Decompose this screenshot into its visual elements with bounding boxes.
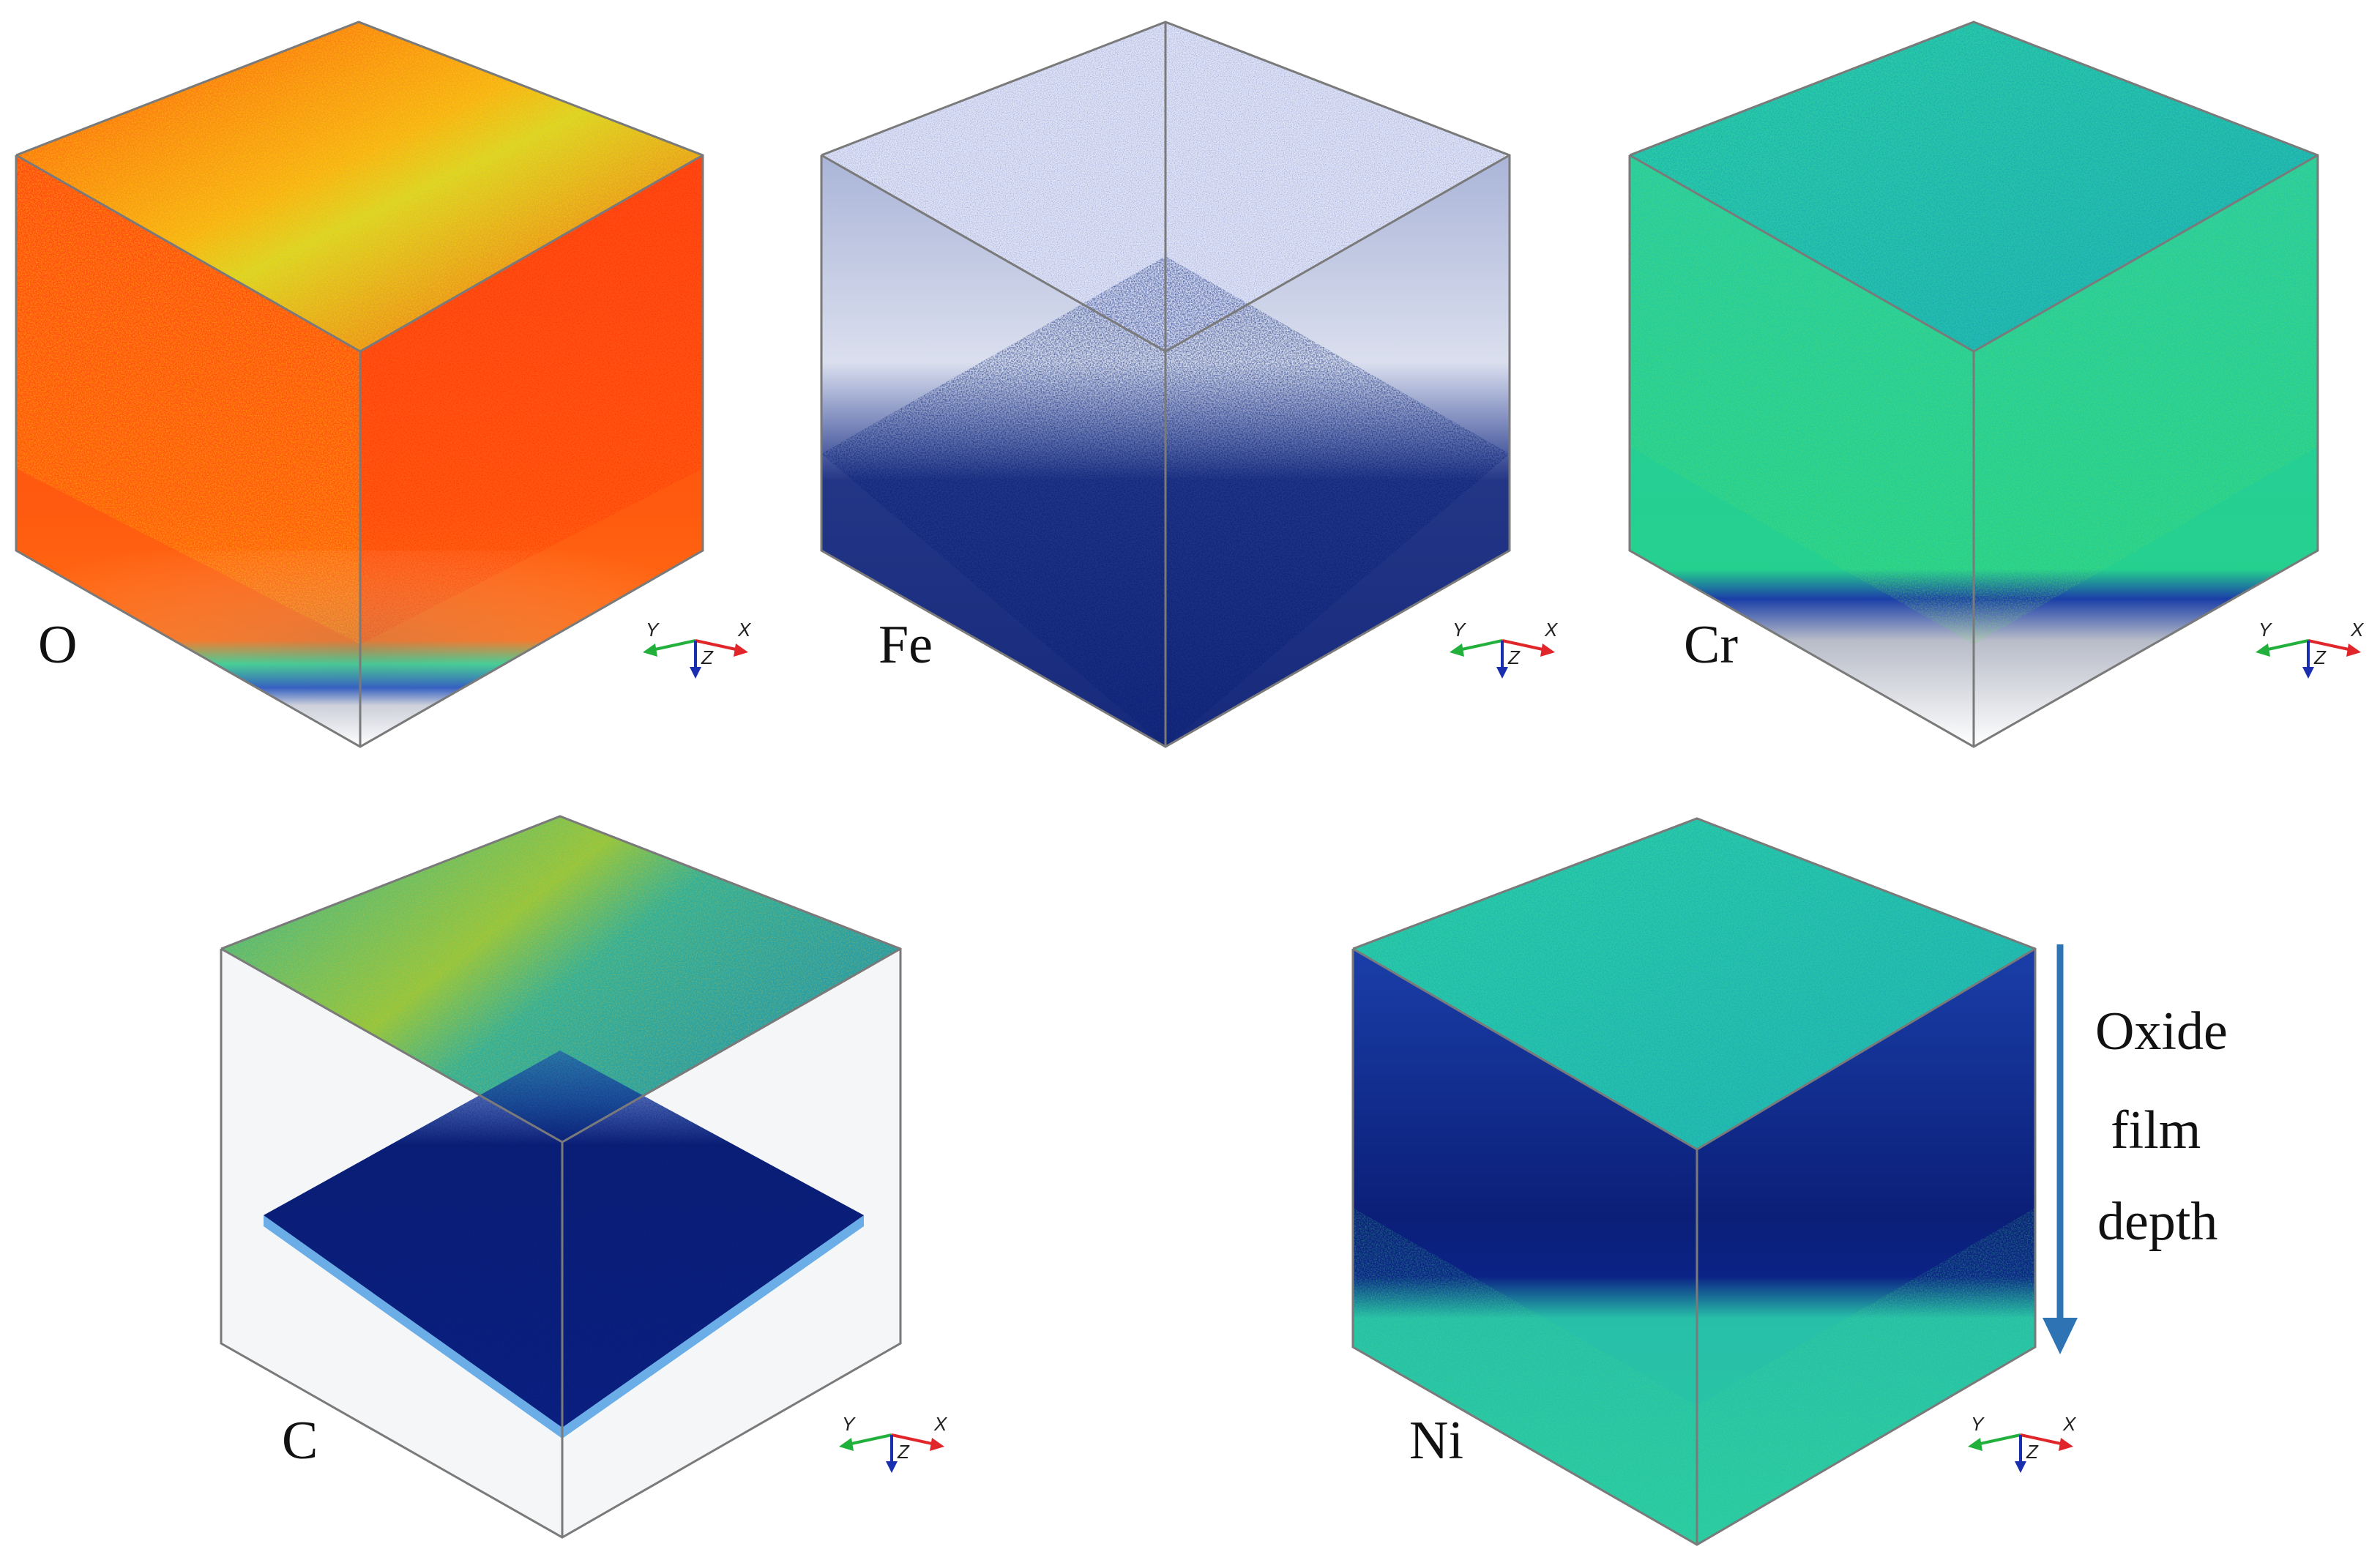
axis-y-line (2267, 639, 2309, 651)
axis-y-arrow (839, 1438, 854, 1451)
depth-arrow-head (2043, 1318, 2078, 1354)
axis-y-line (654, 639, 696, 651)
panel-label-cr: Cr (1684, 615, 1738, 675)
axis-z-arrow (886, 1461, 898, 1473)
axis-x-arrow (2346, 644, 2361, 657)
axis-x-label: X (1544, 619, 1559, 641)
axis-z-arrow (1496, 667, 1508, 679)
panel-c: C (220, 815, 902, 1539)
axis-y-arrow (1968, 1438, 1982, 1451)
axis-y-line (851, 1433, 892, 1445)
axis-z-arrow (2302, 667, 2314, 679)
axis-y-line (1461, 639, 1503, 651)
panel-label-fe: Fe (878, 615, 933, 675)
panel-label-ni: Ni (1409, 1411, 1463, 1471)
axis-x-arrow (734, 644, 748, 657)
axis-z-label: Z (2313, 646, 2327, 668)
axis-y-label: Y (1452, 619, 1466, 641)
axis-z-label: Z (897, 1441, 910, 1463)
axis-triad: X Y Z (643, 619, 752, 679)
axis-z-arrow (690, 667, 701, 679)
axis-x-line (2020, 1433, 2062, 1445)
panel-label-c: C (282, 1411, 318, 1471)
axis-triad: X Y Z (839, 1413, 948, 1473)
axis-y-label: Y (1971, 1413, 1985, 1435)
axis-x-arrow (1540, 644, 1555, 657)
axis-x-arrow (930, 1438, 944, 1451)
axis-y-arrow (2256, 644, 2270, 657)
axis-x-line (695, 639, 736, 651)
axis-y-label: Y (2258, 619, 2272, 641)
annotation-line-2: film (2111, 1100, 2201, 1160)
axis-z-arrow (2015, 1461, 2026, 1473)
axis-z-label: Z (701, 646, 714, 668)
axis-x-label: X (2062, 1413, 2077, 1435)
axis-x-arrow (2059, 1438, 2073, 1451)
axis-y-arrow (643, 644, 657, 657)
axis-triad: X Y Z (2256, 619, 2365, 679)
axis-x-label: X (933, 1413, 948, 1435)
axis-x-label: X (737, 619, 752, 641)
annotation-line-3: depth (2097, 1192, 2217, 1252)
panel-o: O (15, 20, 704, 748)
axis-y-line (1980, 1433, 2021, 1445)
axis-z-label: Z (1507, 646, 1521, 668)
panel-ni: Ni (1351, 817, 2037, 1546)
axis-z-label: Z (2026, 1441, 2039, 1463)
axis-x-label: X (2350, 619, 2365, 641)
panel-label-o: O (38, 615, 77, 675)
oxide-film-depth-annotation: Oxide film depth (2043, 944, 2228, 1354)
axis-x-line (891, 1433, 933, 1445)
annotation-line-1: Oxide (2095, 1001, 2228, 1062)
panel-fe: Fe (820, 20, 1511, 748)
axis-triad: X Y Z (1450, 619, 1559, 679)
axis-y-label: Y (646, 619, 660, 641)
axis-x-line (2308, 639, 2349, 651)
axis-x-line (1502, 639, 1543, 651)
panel-cr: Cr (1628, 20, 2319, 748)
axis-y-label: Y (842, 1413, 856, 1435)
axis-triad: X Y Z (1968, 1413, 2077, 1473)
axis-y-arrow (1450, 644, 1464, 657)
